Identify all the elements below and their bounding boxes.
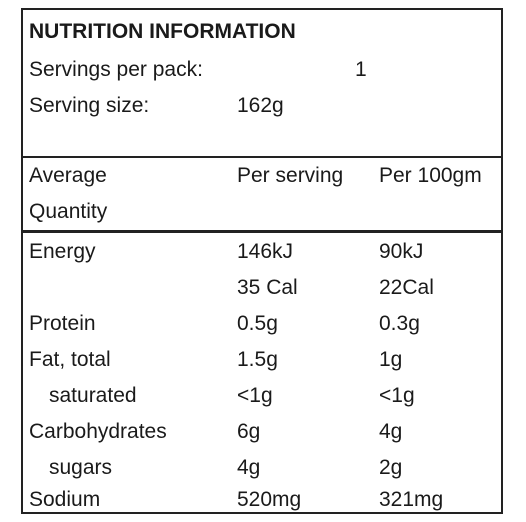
- header-average: Average: [29, 164, 107, 187]
- servings-per-pack-label: Servings per pack:: [29, 58, 203, 81]
- per-100-value: <1g: [379, 384, 415, 407]
- header-per-100gm: Per 100gm: [379, 164, 482, 187]
- servings-per-pack-value: 1: [355, 58, 367, 81]
- per-100-value: 2g: [379, 456, 403, 479]
- nutrient-name: sugars: [49, 456, 113, 479]
- panel-title: NUTRITION INFORMATION: [29, 20, 296, 43]
- nutrient-name: Carbohydrates: [29, 420, 167, 443]
- header-per-serving: Per serving: [237, 164, 344, 187]
- nutrient-name: Fat, total: [29, 348, 111, 371]
- serving-size-label: Serving size:: [29, 94, 150, 117]
- per-serving-value: 1.5g: [237, 348, 278, 371]
- divider-after-header: [23, 230, 501, 233]
- nutrient-name: Sodium: [29, 488, 101, 511]
- per-serving-value: <1g: [237, 384, 273, 407]
- serving-size-value: 162g: [237, 94, 284, 117]
- per-serving-value: 0.5g: [237, 312, 278, 335]
- nutrient-name: Protein: [29, 312, 96, 335]
- per-100-value: 1g: [379, 348, 403, 371]
- per-serving-value: 6g: [237, 420, 261, 443]
- per-serving-value: 35 Cal: [237, 276, 298, 299]
- divider-after-servings: [23, 156, 501, 158]
- per-serving-value: 520mg: [237, 488, 302, 511]
- nutrient-name: Energy: [29, 240, 96, 263]
- per-100-value: 321mg: [379, 488, 444, 511]
- per-serving-value: 146kJ: [237, 240, 294, 263]
- nutrient-name: saturated: [49, 384, 137, 407]
- header-quantity: Quantity: [29, 200, 108, 223]
- per-100-value: 0.3g: [379, 312, 420, 335]
- per-100-value: 22Cal: [379, 276, 434, 299]
- nutrition-panel: NUTRITION INFORMATION Servings per pack:…: [21, 8, 503, 514]
- per-100-value: 4g: [379, 420, 403, 443]
- per-100-value: 90kJ: [379, 240, 424, 263]
- per-serving-value: 4g: [237, 456, 261, 479]
